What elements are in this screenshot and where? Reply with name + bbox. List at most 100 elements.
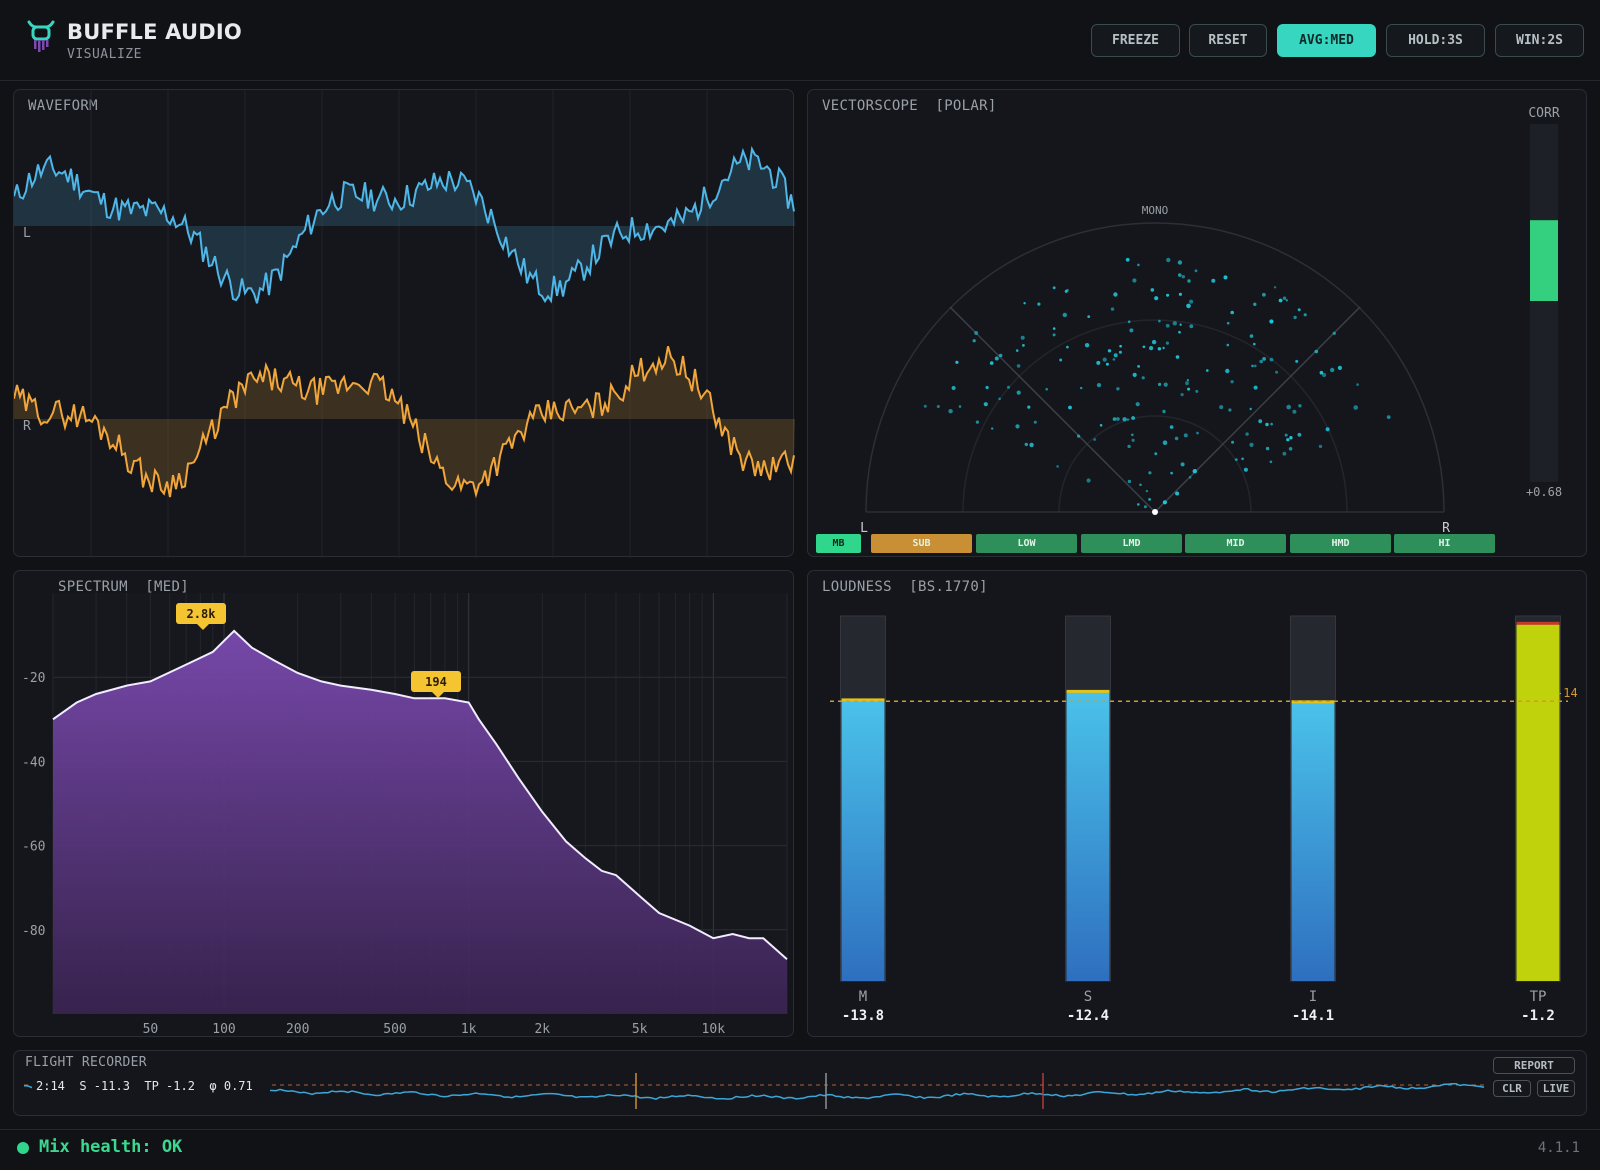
vectorscope-dot [1234, 458, 1238, 461]
corr-meter-fill [1530, 220, 1558, 301]
band-tab-hmd[interactable]: HMD [1290, 534, 1391, 553]
vectorscope-dot [1166, 257, 1171, 263]
peak-label-2-8k: 2.8k [187, 607, 217, 621]
band-tab-sub[interactable]: SUB [871, 534, 972, 553]
freeze-button[interactable]: FREEZE [1091, 24, 1180, 57]
vectorscope-dot [1096, 383, 1102, 388]
vectorscope-dot [1314, 349, 1319, 354]
vectorscope-dot [1187, 387, 1191, 391]
vectorscope-dot [998, 353, 1003, 358]
waveform-left-line [14, 145, 795, 304]
vectorscope-dot [1015, 424, 1020, 429]
vectorscope-dot [1174, 436, 1179, 441]
peak-marker-194: 194 [411, 671, 461, 698]
vectorscope-dot [1289, 436, 1293, 440]
vectorscope-dot [1148, 471, 1152, 475]
vectorscope-dot [1137, 365, 1140, 368]
vectorscope-dot [1223, 275, 1228, 280]
vectorscope-dot [1332, 331, 1336, 335]
vectorscope-dot [1265, 422, 1269, 427]
band-tab-lmd[interactable]: LMD [1081, 534, 1182, 553]
vectorscope-dot [1099, 424, 1103, 427]
band-tab-hi[interactable]: HI [1394, 534, 1495, 553]
vectorscope-dot [1110, 307, 1115, 311]
vectorscope-dot [1270, 422, 1273, 426]
loudness-meters: M -13.8 S -12.4 I -14.1 TP -1.2 -14 [830, 615, 1578, 1024]
clear-button[interactable]: CLR [1493, 1080, 1531, 1097]
vectorscope-dot [1052, 327, 1056, 330]
vectorscope-dot [1186, 379, 1190, 382]
waveform-title: WAVEFORM [28, 98, 98, 114]
vectorscope-dot [1105, 362, 1109, 366]
polar-left-diagonal [949, 306, 1156, 513]
vectorscope-dot [1080, 386, 1083, 390]
vectorscope-dot [1107, 349, 1112, 353]
vectorscope-dot [1143, 505, 1147, 509]
avg-med-button[interactable]: AVG:MED [1277, 24, 1376, 57]
meter-value-m: -13.8 [842, 1008, 884, 1024]
vectorscope-dot [1059, 358, 1063, 362]
vectorscope-dot [1262, 292, 1266, 297]
vectorscope-dot [1211, 278, 1216, 283]
fr-readout: 2:14 S -11.3 TP -1.2 φ 0.71 [36, 1079, 253, 1093]
vectorscope-dot [1127, 320, 1131, 323]
meter-value-tp: -1.2 [1521, 1008, 1555, 1024]
vectorscope-dot [1102, 357, 1107, 362]
vectorscope-dot [1219, 405, 1224, 410]
spectrum-area [53, 630, 787, 1014]
vectorscope-dot [1192, 469, 1197, 474]
vectorscope-dot [1126, 418, 1130, 421]
vectorscope-dot [1165, 323, 1170, 328]
vectorscope-dot [1254, 364, 1257, 368]
vectorscope-dot [1259, 359, 1263, 364]
vectorscope-dot [1170, 471, 1173, 475]
vectorscope-dot [1052, 286, 1056, 290]
vectorscope-dot [1178, 273, 1182, 277]
mix-health-status: Mix health: OK [39, 1137, 183, 1157]
spectrum-line [52, 629, 788, 961]
vectorscope-dot [985, 385, 989, 390]
vectorscope-dot [1178, 330, 1181, 334]
vectorscope-dot [1022, 344, 1025, 347]
spectrum-x-tick: 10k [702, 1022, 726, 1037]
vectorscope-dot [1337, 365, 1342, 370]
peak-marker-2-8k: 2.8k [176, 603, 226, 630]
window-button[interactable]: WIN:2S [1495, 24, 1584, 57]
vectorscope-dot [1188, 476, 1192, 479]
vectorscope-dot [1241, 457, 1244, 461]
vectorscope-dot [1319, 370, 1324, 375]
report-button[interactable]: REPORT [1493, 1057, 1575, 1074]
vectorscope-dot [1180, 462, 1185, 467]
vectorscope-dot [1322, 372, 1327, 378]
spectrum-x-tick: 200 [286, 1022, 309, 1037]
band-tab-low[interactable]: LOW [976, 534, 1077, 553]
vectorscope-dot [1175, 491, 1180, 496]
vectorscope-dot [1052, 333, 1056, 337]
vectorscope-dot [1286, 404, 1291, 410]
vectorscope-dot [1131, 416, 1135, 420]
spectrum-x-tick: 50 [143, 1022, 159, 1037]
polar-inner-arc [1058, 415, 1252, 513]
vectorscope-dot [1056, 465, 1059, 468]
vectorscope-dot [1298, 404, 1302, 408]
waveform-panel: WAVEFORM L R [13, 89, 795, 558]
vs-left-label: L [860, 521, 868, 536]
corr-meter-track [1530, 124, 1558, 482]
live-button[interactable]: LIVE [1537, 1080, 1575, 1097]
hold-button[interactable]: HOLD:3S [1386, 24, 1485, 57]
band-tab-mb[interactable]: MB [816, 534, 861, 553]
reset-button[interactable]: RESET [1189, 24, 1267, 57]
vectorscope-dot [1286, 438, 1290, 442]
vectorscope-dot [1149, 346, 1154, 351]
flight-recorder-timeline[interactable]: 2:14 S -11.3 TP -1.2 φ 0.71 [14, 1051, 1588, 1117]
vectorscope-dot [1157, 347, 1162, 351]
vectorscope-dot [1295, 359, 1299, 363]
vectorscope-dot [1122, 417, 1127, 422]
peak-label-194: 194 [425, 675, 447, 689]
band-tab-mid[interactable]: MID [1185, 534, 1286, 553]
vectorscope-dot [1113, 353, 1118, 358]
corr-label: CORR [1528, 106, 1559, 121]
vectorscope-dot [974, 331, 979, 335]
meter-label-tp: TP [1530, 989, 1547, 1005]
vectorscope-dot [1093, 438, 1097, 441]
